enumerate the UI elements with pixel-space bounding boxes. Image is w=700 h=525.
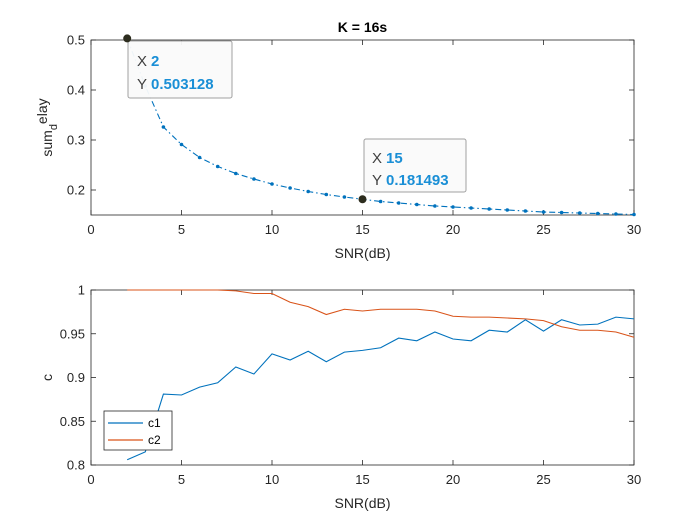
top-x-axis-label: SNR(dB) (334, 245, 390, 261)
top-series-point (541, 210, 546, 214)
bottom-ticks: 0 5 10 15 20 25 30 0.8 0.85 0.9 0.95 1 (60, 283, 642, 488)
datatip-2-x-value: 15 (386, 150, 403, 167)
bottom-x-tick-label: 30 (627, 472, 641, 487)
top-series-point (342, 195, 347, 199)
bottom-x-tick-label: 0 (87, 472, 94, 487)
bottom-y-tick-label: 1 (78, 283, 85, 298)
bottom-y-tick-label: 0.9 (67, 370, 85, 385)
top-series-point (433, 204, 437, 208)
top-series-point (179, 142, 184, 147)
top-y-label-sub: d (48, 124, 60, 130)
legend-label-c1: c1 (148, 416, 161, 430)
top-series-point (324, 192, 329, 197)
top-y-tick-label: 0.4 (67, 83, 85, 98)
datatip-1-y-value: 0.503128 (151, 76, 214, 93)
top-x-tick-label: 10 (265, 222, 279, 237)
top-series-point (487, 207, 492, 211)
top-series-point (577, 211, 582, 215)
top-series-point (161, 125, 166, 129)
datatip-2-y-row: Y 0.181493 (372, 172, 449, 189)
top-series-point (469, 206, 473, 210)
datatip-2-x-key: X (372, 150, 382, 167)
bottom-y-tick-label: 0.8 (67, 458, 85, 473)
top-series-point (234, 171, 238, 176)
top-x-tick-label: 0 (87, 222, 94, 237)
top-series-point (306, 189, 311, 194)
bottom-x-tick-label: 10 (265, 472, 279, 487)
top-series-point (415, 202, 419, 207)
top-series-point (197, 155, 202, 160)
top-series-point (632, 212, 636, 217)
datatip-1-x-value: 2 (151, 53, 159, 70)
top-y-tick-label: 0.5 (67, 33, 85, 48)
top-series-point (215, 164, 220, 169)
top-series-point (505, 208, 510, 212)
bottom-y-tick-label: 0.95 (60, 326, 85, 341)
top-ticks: 0 5 10 15 20 25 30 0.2 0.3 0.4 0.5 (67, 33, 641, 238)
bottom-x-tick-label: 25 (536, 472, 550, 487)
datatip-2-y-value: 0.181493 (386, 172, 449, 189)
legend[interactable]: c1 c2 (103, 410, 173, 451)
bottom-y-tick-label: 0.85 (60, 414, 85, 429)
bottom-y-axis-label: c (39, 374, 55, 381)
top-series-line-1[interactable] (126, 38, 635, 216)
datatip-1-y-row: Y 0.503128 (137, 76, 214, 93)
top-y-label-sup: elay (34, 98, 50, 124)
datatip-2-y-key: Y (372, 172, 382, 189)
top-x-tick-label: 30 (627, 222, 641, 237)
bottom-series-line-2[interactable] (127, 289, 635, 338)
bottom-plot-area[interactable] (90, 289, 635, 466)
top-series-point (396, 201, 401, 205)
top-series-point (252, 177, 256, 181)
datatip-1-x-key: X (137, 53, 147, 70)
datatip-2-x-row: X 15 (372, 150, 403, 167)
datatip-1-y-key: Y (137, 76, 147, 93)
top-y-label-main: sum (39, 130, 55, 156)
top-subplot: 0 5 10 15 20 25 30 0.2 0.3 0.4 0.5 K = 16s SNR(dB)… (34, 19, 641, 261)
top-x-tick-label: 15 (355, 222, 369, 237)
top-y-tick-label: 0.2 (67, 183, 85, 198)
top-chart-title: K = 16s (338, 19, 388, 35)
legend-box (103, 410, 173, 451)
bottom-series (126, 289, 635, 461)
bottom-x-axis-label: SNR(dB) (334, 495, 390, 511)
top-series-point (614, 212, 618, 216)
bottom-series-line-1[interactable] (126, 316, 635, 461)
top-series-point (559, 210, 564, 215)
top-series-point (596, 211, 600, 216)
top-y-tick-label: 0.3 (67, 133, 85, 148)
datatip-2-box (363, 138, 467, 193)
top-x-tick-label: 25 (536, 222, 550, 237)
datatip-1-box (127, 40, 233, 99)
datatip-markers (123, 34, 367, 204)
bottom-subplot: 0 5 10 15 20 25 30 0.8 0.85 0.9 0.95 1 SNR(dB) c c1… (39, 283, 641, 512)
datatip-1-marker[interactable] (123, 34, 132, 43)
top-y-axis-label: sumdelay (34, 98, 60, 156)
datatip-2-marker[interactable] (358, 195, 367, 204)
top-x-tick-label: 20 (446, 222, 460, 237)
bottom-x-tick-label: 20 (446, 472, 460, 487)
bottom-x-tick-label: 5 (178, 472, 185, 487)
top-series-point (270, 182, 274, 186)
top-series-point (288, 186, 292, 190)
bottom-x-tick-label: 15 (355, 472, 369, 487)
top-series-point (451, 205, 455, 209)
top-series-point (378, 199, 383, 204)
top-series-point (523, 209, 528, 213)
datatip-2[interactable]: X 15 Y 0.181493 (363, 138, 467, 193)
legend-label-c2: c2 (148, 433, 161, 447)
top-x-tick-label: 5 (178, 222, 185, 237)
